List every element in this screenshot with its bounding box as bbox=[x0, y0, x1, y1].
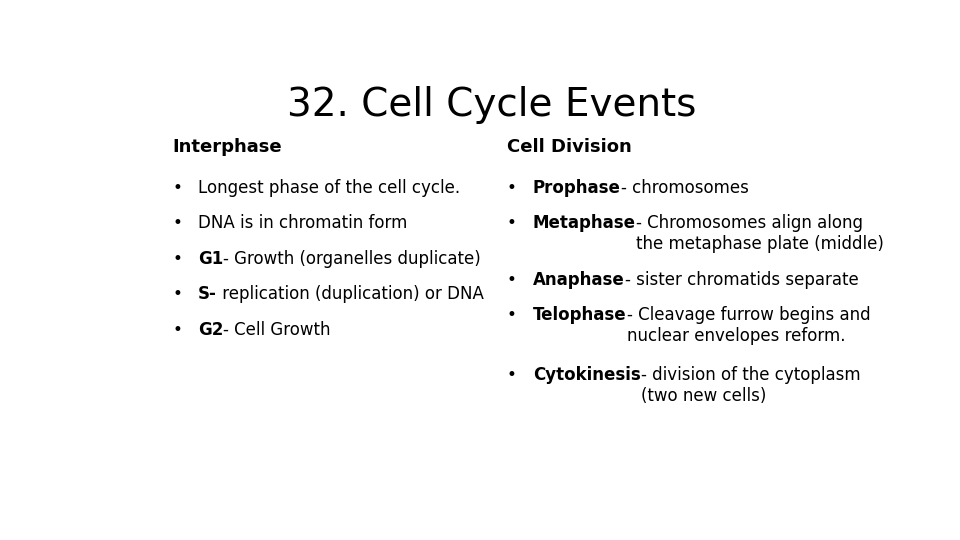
Text: replication (duplication) or DNA: replication (duplication) or DNA bbox=[217, 285, 484, 303]
Text: - Cell Growth: - Cell Growth bbox=[224, 321, 331, 339]
Text: •: • bbox=[507, 179, 516, 197]
Text: •: • bbox=[172, 214, 182, 233]
Text: - Chromosomes align along
the metaphase plate (middle): - Chromosomes align along the metaphase … bbox=[636, 214, 884, 253]
Text: •: • bbox=[507, 306, 516, 324]
Text: - chromosomes: - chromosomes bbox=[621, 179, 749, 197]
Text: - Growth (organelles duplicate): - Growth (organelles duplicate) bbox=[224, 250, 481, 268]
Text: •: • bbox=[507, 214, 516, 233]
Text: •: • bbox=[172, 285, 182, 303]
Text: G1: G1 bbox=[198, 250, 224, 268]
Text: 32. Cell Cycle Events: 32. Cell Cycle Events bbox=[287, 85, 697, 124]
Text: Interphase: Interphase bbox=[172, 138, 281, 156]
Text: - sister chromatids separate: - sister chromatids separate bbox=[625, 271, 858, 288]
Text: Cell Division: Cell Division bbox=[507, 138, 632, 156]
Text: •: • bbox=[172, 179, 182, 197]
Text: •: • bbox=[172, 250, 182, 268]
Text: •: • bbox=[172, 321, 182, 339]
Text: •: • bbox=[507, 271, 516, 288]
Text: Anaphase: Anaphase bbox=[533, 271, 625, 288]
Text: Telophase: Telophase bbox=[533, 306, 627, 324]
Text: Prophase: Prophase bbox=[533, 179, 621, 197]
Text: Longest phase of the cell cycle.: Longest phase of the cell cycle. bbox=[198, 179, 460, 197]
Text: G2: G2 bbox=[198, 321, 224, 339]
Text: S-: S- bbox=[198, 285, 217, 303]
Text: - Cleavage furrow begins and
nuclear envelopes reform.: - Cleavage furrow begins and nuclear env… bbox=[627, 306, 870, 345]
Text: Metaphase: Metaphase bbox=[533, 214, 636, 233]
Text: •: • bbox=[507, 366, 516, 384]
Text: DNA is in chromatin form: DNA is in chromatin form bbox=[198, 214, 407, 233]
Text: Cytokinesis: Cytokinesis bbox=[533, 366, 640, 384]
Text: - division of the cytoplasm
(two new cells): - division of the cytoplasm (two new cel… bbox=[640, 366, 860, 405]
